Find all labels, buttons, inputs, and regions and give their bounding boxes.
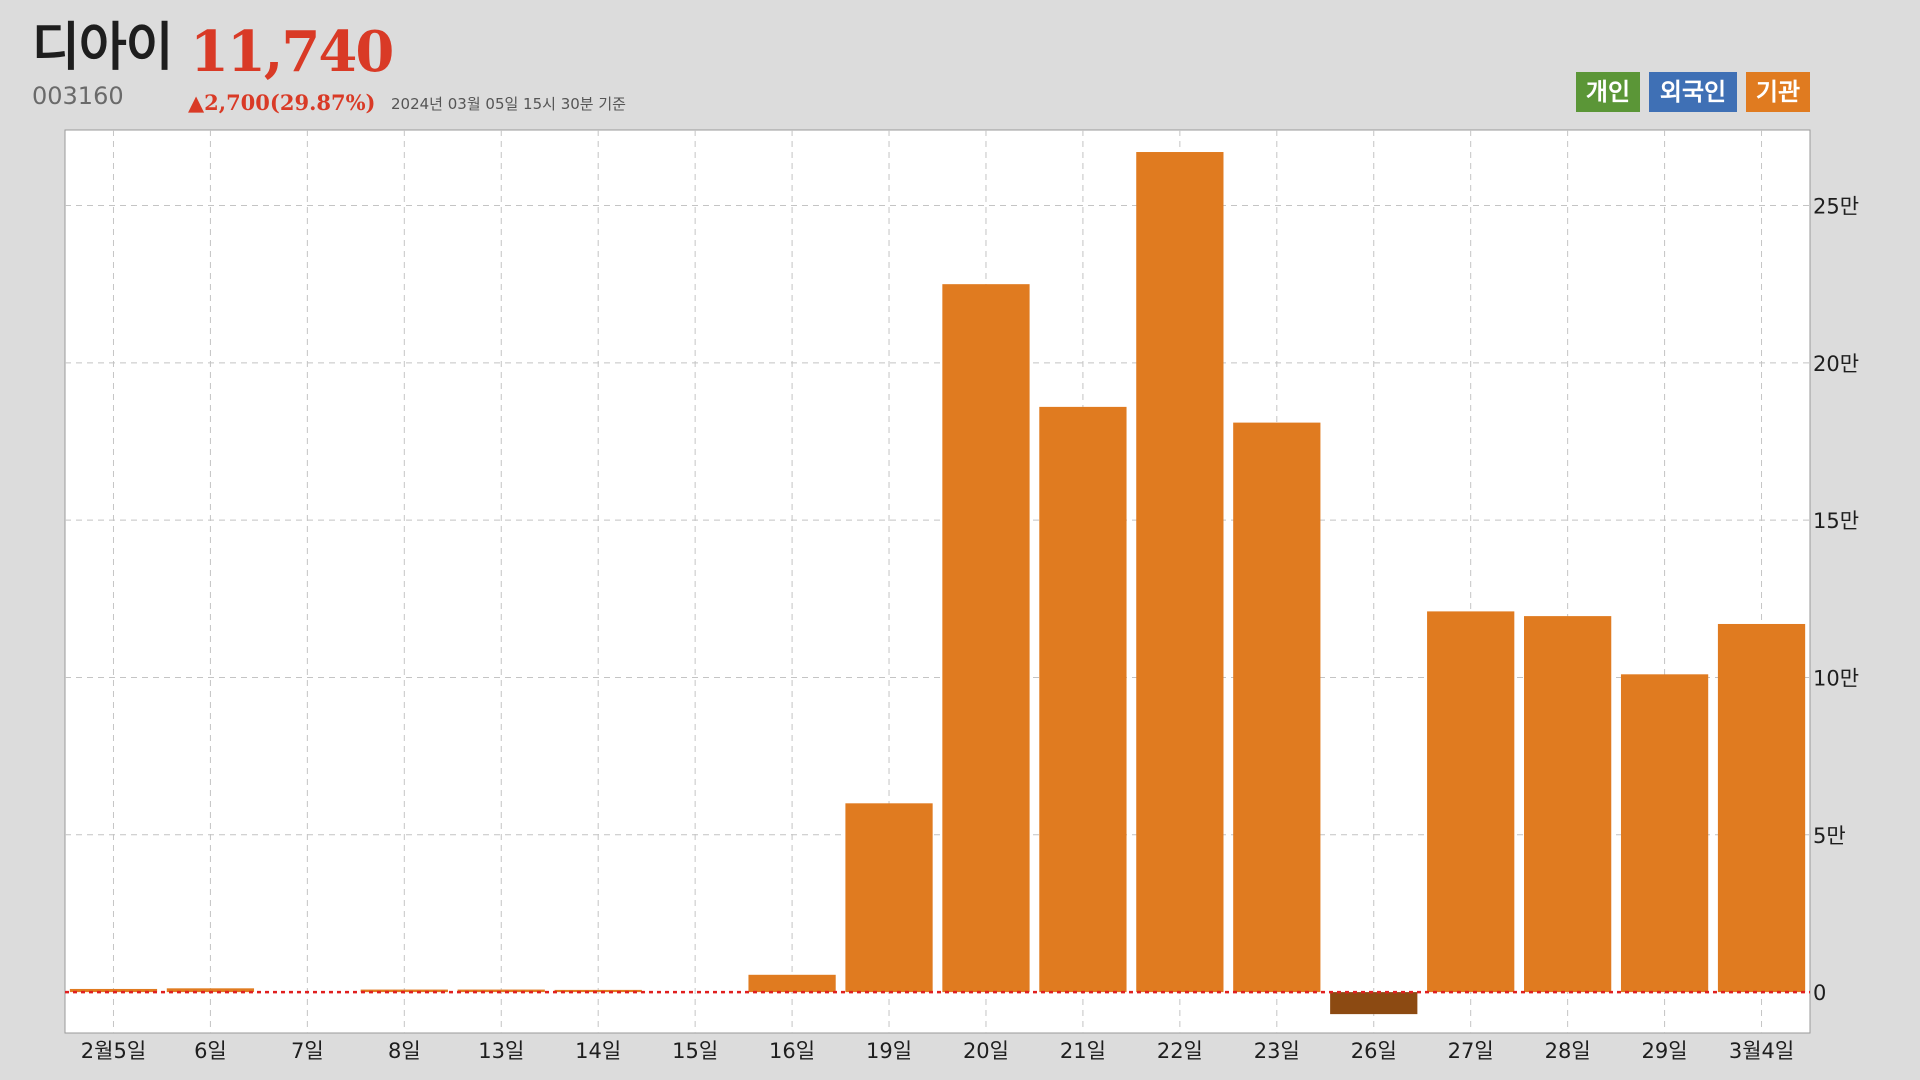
x-tick-label: 23일 <box>1254 1039 1300 1063</box>
x-tick-label: 27일 <box>1448 1039 1494 1063</box>
x-tick-label: 28일 <box>1545 1039 1591 1063</box>
plot-area <box>64 129 1811 1034</box>
legend-foreign[interactable]: 외국인 <box>1649 72 1737 112</box>
y-tick-label: 25만 <box>1813 195 1859 219</box>
bar-8일 <box>360 989 448 993</box>
bar-16일 <box>748 974 836 993</box>
bar-29일 <box>1620 674 1709 993</box>
bar-23일 <box>1233 422 1321 993</box>
x-tick-label: 16일 <box>769 1039 815 1063</box>
bar-20일 <box>942 284 1030 993</box>
stock-price: 11,740 <box>190 19 394 85</box>
legend-institution[interactable]: 기관 <box>1746 72 1810 112</box>
x-tick-label: 3월4일 <box>1729 1039 1794 1063</box>
x-axis-ticks: 2월5일 6일 7일 8일 13일 14일 15일 16일 19일 20일 21일 22일 23일 26일… <box>81 1039 1794 1063</box>
y-tick-label: 5만 <box>1813 824 1846 848</box>
chart-header: 디아이 11,740 003160 ▲2,700(29.87%) 2024년 0… <box>0 0 1920 128</box>
bar-6일 <box>166 988 255 993</box>
x-tick-label: 26일 <box>1351 1039 1397 1063</box>
bar-13일 <box>457 989 545 993</box>
stock-change: ▲2,700(29.87%) <box>188 90 376 115</box>
x-tick-label: 7일 <box>291 1039 324 1063</box>
bar-28일 <box>1524 616 1612 993</box>
as-of-timestamp: 2024년 03월 05일 15시 30분 기준 <box>391 95 626 113</box>
bar-26일 <box>1330 992 1418 1015</box>
x-tick-label: 22일 <box>1157 1039 1203 1063</box>
x-tick-label: 15일 <box>672 1039 718 1063</box>
bar-14일 <box>554 989 642 993</box>
y-axis-ticks: 0 5만 10만 15만 20만 25만 <box>1813 195 1859 1006</box>
stock-code: 003160 <box>32 82 124 110</box>
x-tick-label: 29일 <box>1642 1039 1688 1063</box>
bar-series <box>69 152 1806 1015</box>
y-tick-label: 10만 <box>1813 666 1859 690</box>
bar-19일 <box>845 803 933 993</box>
legend-individual[interactable]: 개인 <box>1576 72 1640 112</box>
y-tick-label: 20만 <box>1813 352 1859 376</box>
x-tick-label: 14일 <box>575 1039 621 1063</box>
x-tick-label: 2월5일 <box>81 1039 146 1063</box>
bar-21일 <box>1039 406 1127 993</box>
x-tick-label: 21일 <box>1060 1039 1106 1063</box>
bar-22일 <box>1136 152 1224 993</box>
y-tick-label: 15만 <box>1813 509 1859 533</box>
y-tick-label: 0 <box>1813 981 1826 1005</box>
x-tick-label: 13일 <box>478 1039 524 1063</box>
x-tick-label: 6일 <box>194 1039 227 1063</box>
bar-2월5일 <box>69 988 158 993</box>
stock-name: 디아이 <box>32 18 174 78</box>
x-tick-label: 8일 <box>388 1039 421 1063</box>
x-tick-label: 19일 <box>866 1039 912 1063</box>
x-tick-label: 20일 <box>963 1039 1009 1063</box>
bar-3월4일 <box>1717 623 1806 993</box>
bar-27일 <box>1427 611 1515 993</box>
